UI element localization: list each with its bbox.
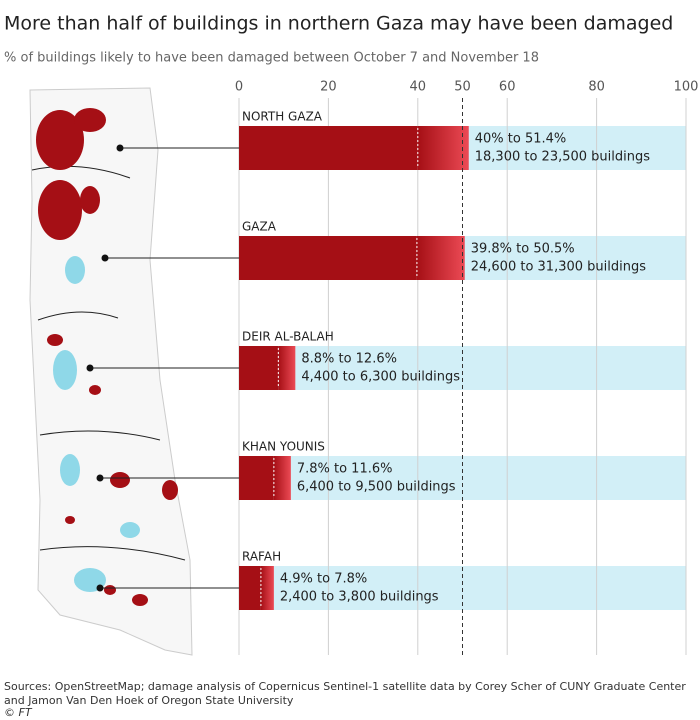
map [29, 87, 193, 656]
x-tick-label: 50 [454, 80, 471, 95]
category-label: DEIR AL-BALAH [242, 330, 334, 344]
buildings-label: 18,300 to 23,500 buildings [475, 150, 650, 165]
leader-dot [116, 144, 124, 152]
buildings-label: 24,600 to 31,300 buildings [471, 260, 646, 275]
leader-dot [96, 584, 104, 592]
bar-low [239, 456, 274, 500]
map-border [39, 546, 186, 561]
leader-dot [101, 254, 109, 262]
buildings-label: 4,400 to 6,300 buildings [301, 370, 460, 385]
x-tick-label: 100 [674, 80, 699, 95]
bar-range [417, 126, 469, 170]
bar-range [278, 346, 296, 390]
x-tick-label: 20 [320, 80, 337, 95]
buildings-label: 2,400 to 3,800 buildings [280, 590, 439, 605]
bar-range [260, 566, 274, 610]
source: Sources: OpenStreetMap; damage analysis … [4, 680, 686, 707]
x-tick-label: 40 [410, 80, 427, 95]
bar-low [239, 126, 418, 170]
range-label: 7.8% to 11.6% [297, 462, 393, 477]
chart: More than half of buildings in northern … [4, 13, 699, 656]
range-label: 40% to 51.4% [475, 132, 567, 147]
map-buildings [53, 256, 140, 592]
map-border [39, 430, 161, 441]
x-tick-label: 0 [235, 80, 243, 95]
category-label: RAFAH [242, 550, 281, 564]
x-tick-label: 60 [499, 80, 516, 95]
bar-range [273, 456, 291, 500]
range-label: 4.9% to 7.8% [280, 572, 367, 587]
map-border [37, 311, 119, 321]
category-label: NORTH GAZA [242, 110, 323, 124]
x-tick-label: 80 [588, 80, 605, 95]
range-label: 8.8% to 12.6% [301, 352, 397, 367]
category-label: KHAN YOUNIS [242, 440, 325, 454]
credit: © FT [4, 706, 32, 719]
bar-low [239, 566, 261, 610]
leader-dot [96, 474, 104, 482]
chart-title: More than half of buildings in northern … [4, 13, 673, 35]
map-border [31, 165, 131, 179]
range-label: 39.8% to 50.5% [471, 242, 575, 257]
buildings-label: 6,400 to 9,500 buildings [297, 480, 456, 495]
leader-dot [86, 364, 94, 372]
bar-low [239, 346, 279, 390]
chart-subtitle: % of buildings likely to have been damag… [4, 51, 539, 66]
bar-low [239, 236, 417, 280]
map-damage [36, 108, 178, 606]
bar-range [416, 236, 465, 280]
category-label: GAZA [242, 220, 277, 234]
